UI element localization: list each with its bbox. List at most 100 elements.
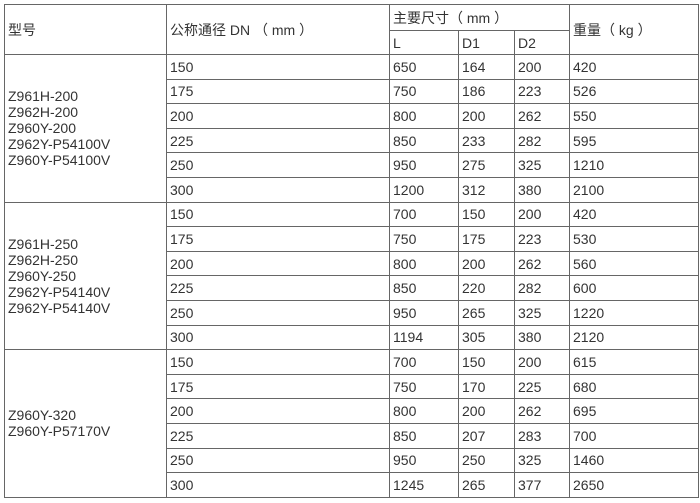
dn-cell: 225 xyxy=(166,422,390,449)
dn-cell: 250 xyxy=(166,299,390,326)
d2-cell: 283 xyxy=(514,422,570,449)
dn-cell: 300 xyxy=(166,472,390,498)
d1-cell: 312 xyxy=(458,176,515,203)
header-dimensions: 主要尺寸（ mm ） xyxy=(389,4,570,31)
dn-cell: 175 xyxy=(166,373,390,400)
model-cell: Z960Y-320 Z960Y-P57170V xyxy=(4,349,167,498)
d1-cell: 200 xyxy=(458,398,515,424)
model-name: Z962H-200 xyxy=(8,104,79,121)
model-cell: Z961H-200 Z962H-200 Z960Y-200 Z962Y-P54100V… xyxy=(4,54,167,203)
d2-cell: 200 xyxy=(514,201,570,228)
d1-cell: 220 xyxy=(458,275,515,301)
d1-cell: 200 xyxy=(458,103,515,129)
d1-cell: 265 xyxy=(458,299,515,326)
l-cell: 950 xyxy=(389,152,459,178)
valve-spec-table: 型号 公称通径 DN （ mm ） 主要尺寸（ mm ） 重量（ kg ） L … xyxy=(4,4,699,498)
l-cell: 800 xyxy=(389,398,459,424)
l-cell: 650 xyxy=(389,54,459,80)
l-cell: 1194 xyxy=(389,324,459,351)
table-row: 250 950 265 325 1220 xyxy=(5,299,699,326)
d1-cell: 186 xyxy=(458,78,515,105)
table-row: 225 850 220 282 600 xyxy=(5,275,699,301)
header-subrow: L D1 D2 xyxy=(5,30,699,55)
header-d1: D1 xyxy=(458,30,515,55)
dn-cell: 225 xyxy=(166,275,390,301)
d2-cell: 377 xyxy=(514,472,570,498)
l-cell: 750 xyxy=(389,373,459,400)
l-cell: 850 xyxy=(389,422,459,449)
d2-cell: 380 xyxy=(514,176,570,203)
l-cell: 950 xyxy=(389,447,459,474)
weight-cell: 420 xyxy=(569,201,699,228)
dn-cell: 150 xyxy=(166,349,390,375)
dn-cell: 300 xyxy=(166,324,390,351)
d1-cell: 275 xyxy=(458,152,515,178)
model-cell: Z961H-250 Z962H-250 Z960Y-250 Z962Y-P54140V… xyxy=(4,201,167,351)
dn-cell: 200 xyxy=(166,250,390,277)
weight-cell: 2100 xyxy=(569,176,699,203)
d1-cell: 170 xyxy=(458,373,515,400)
dn-cell: 150 xyxy=(166,201,390,228)
weight-cell: 526 xyxy=(569,78,699,105)
model-name: Z960Y-P54100V xyxy=(8,152,111,169)
model-name: Z961H-250 xyxy=(8,235,79,252)
l-cell: 1245 xyxy=(389,472,459,498)
d1-cell: 233 xyxy=(458,127,515,154)
d2-cell: 262 xyxy=(514,103,570,129)
weight-cell: 530 xyxy=(569,226,699,252)
weight-cell: 595 xyxy=(569,127,699,154)
d1-cell: 164 xyxy=(458,54,515,80)
table-row: 300 1245 265 377 2650 xyxy=(5,472,699,498)
weight-cell: 680 xyxy=(569,373,699,400)
d2-cell: 262 xyxy=(514,398,570,424)
header-l: L xyxy=(389,30,459,55)
d1-cell: 250 xyxy=(458,447,515,474)
d1-cell: 265 xyxy=(458,472,515,498)
model-name: Z962Y-P54140V xyxy=(8,299,111,316)
d2-cell: 225 xyxy=(514,373,570,400)
l-cell: 750 xyxy=(389,226,459,252)
d2-cell: 200 xyxy=(514,54,570,80)
l-cell: 1200 xyxy=(389,176,459,203)
l-cell: 800 xyxy=(389,250,459,277)
model-name: Z960Y-P57170V xyxy=(8,423,111,440)
d2-cell: 325 xyxy=(514,152,570,178)
weight-cell: 1460 xyxy=(569,447,699,474)
dn-cell: 200 xyxy=(166,398,390,424)
dn-cell: 250 xyxy=(166,152,390,178)
model-name: Z962Y-P54140V xyxy=(8,283,111,300)
model-name: Z960Y-250 xyxy=(8,267,76,284)
weight-cell: 1220 xyxy=(569,299,699,326)
weight-cell: 2650 xyxy=(569,472,699,498)
dn-cell: 200 xyxy=(166,103,390,129)
header-row: 型号 公称通径 DN （ mm ） 主要尺寸（ mm ） 重量（ kg ） xyxy=(4,4,699,55)
table-row: 250 950 250 325 1460 xyxy=(5,447,699,474)
d2-cell: 282 xyxy=(514,275,570,301)
l-cell: 700 xyxy=(389,201,459,228)
table-row: 225 850 207 283 700 xyxy=(5,422,699,449)
l-cell: 800 xyxy=(389,103,459,129)
d2-cell: 380 xyxy=(514,324,570,351)
header-model: 型号 xyxy=(4,4,167,55)
d1-cell: 150 xyxy=(458,349,515,375)
d2-cell: 200 xyxy=(514,349,570,375)
table-row: 175 750 175 223 530 xyxy=(5,226,699,252)
weight-cell: 2120 xyxy=(569,324,699,351)
dn-cell: 175 xyxy=(166,226,390,252)
weight-cell: 550 xyxy=(569,103,699,129)
d2-cell: 325 xyxy=(514,447,570,474)
d1-cell: 200 xyxy=(458,250,515,277)
d2-cell: 223 xyxy=(514,78,570,105)
model-name: Z960Y-200 xyxy=(8,120,76,137)
table-row: Z961H-200 Z962H-200 Z960Y-200 Z962Y-P54100V… xyxy=(4,54,699,203)
l-cell: 750 xyxy=(389,78,459,105)
weight-cell: 420 xyxy=(569,54,699,80)
d1-cell: 207 xyxy=(458,422,515,449)
model-name: Z960Y-320 xyxy=(8,407,76,424)
d2-cell: 282 xyxy=(514,127,570,154)
model-name: Z961H-200 xyxy=(8,88,79,105)
header-dn: 公称通径 DN （ mm ） xyxy=(166,4,390,55)
d1-cell: 150 xyxy=(458,201,515,228)
weight-cell: 700 xyxy=(569,422,699,449)
dn-cell: 225 xyxy=(166,127,390,154)
